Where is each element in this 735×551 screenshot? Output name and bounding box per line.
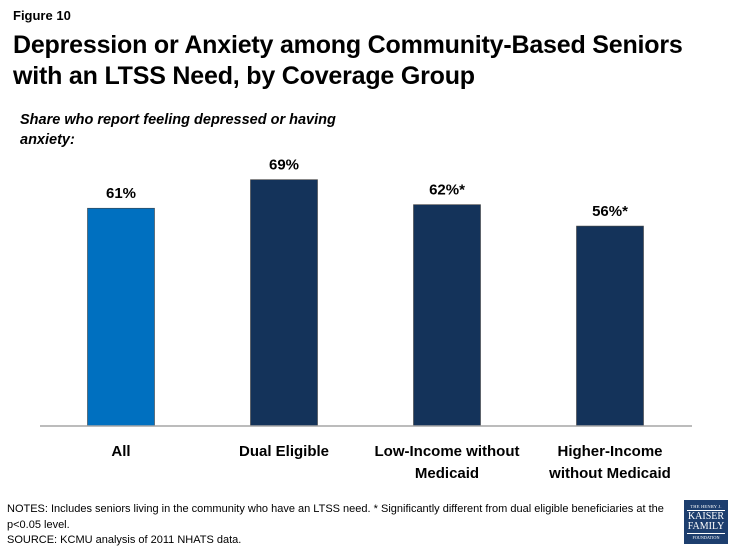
bars-group bbox=[87, 179, 644, 427]
data-label-2: 62%* bbox=[429, 182, 465, 199]
notes: NOTES: Includes seniors living in the co… bbox=[7, 502, 667, 549]
bar-3 bbox=[576, 225, 644, 427]
data-label-3: 56%* bbox=[592, 203, 628, 220]
logo-line-1: THE HENRY J. bbox=[687, 504, 725, 511]
category-label-0: All bbox=[111, 443, 130, 460]
category-label-2-line-1: Medicaid bbox=[415, 465, 479, 482]
source-text: SOURCE: KCMU analysis of 2011 NHATS data… bbox=[7, 534, 242, 546]
bar-1 bbox=[250, 179, 318, 427]
kff-logo: THE HENRY J. KAISER FAMILY FOUNDATION bbox=[684, 500, 728, 544]
chart-title: Depression or Anxiety among Community-Ba… bbox=[13, 31, 683, 90]
category-label-2-line-0: Low-Income without bbox=[375, 443, 520, 460]
data-label-0: 61% bbox=[106, 185, 136, 202]
logo-line-3: FAMILY bbox=[687, 521, 725, 532]
logo-line-4: FOUNDATION bbox=[687, 533, 725, 540]
bar-2 bbox=[413, 204, 481, 427]
chart-subtitle: Share who report feeling depressed or ha… bbox=[20, 112, 336, 148]
category-labels-group: All Dual Eligible Low-Income without Medica… bbox=[111, 443, 670, 482]
data-labels-group: 61% 69% 62%* 56%* bbox=[106, 157, 628, 220]
notes-text: NOTES: Includes seniors living in the co… bbox=[7, 503, 664, 531]
category-label-3-line-0: Higher-Income bbox=[557, 443, 662, 460]
bar-chart: 61% 69% 62%* 56%* All Dual Eligible Low-Incom… bbox=[40, 157, 692, 482]
bar-0 bbox=[87, 207, 155, 427]
data-label-1: 69% bbox=[269, 157, 299, 174]
category-label-1: Dual Eligible bbox=[239, 443, 329, 460]
logo-line-2: KAISER bbox=[687, 511, 725, 522]
category-label-3-line-1: without Medicaid bbox=[548, 465, 671, 482]
figure-label: Figure 10 bbox=[13, 8, 71, 23]
